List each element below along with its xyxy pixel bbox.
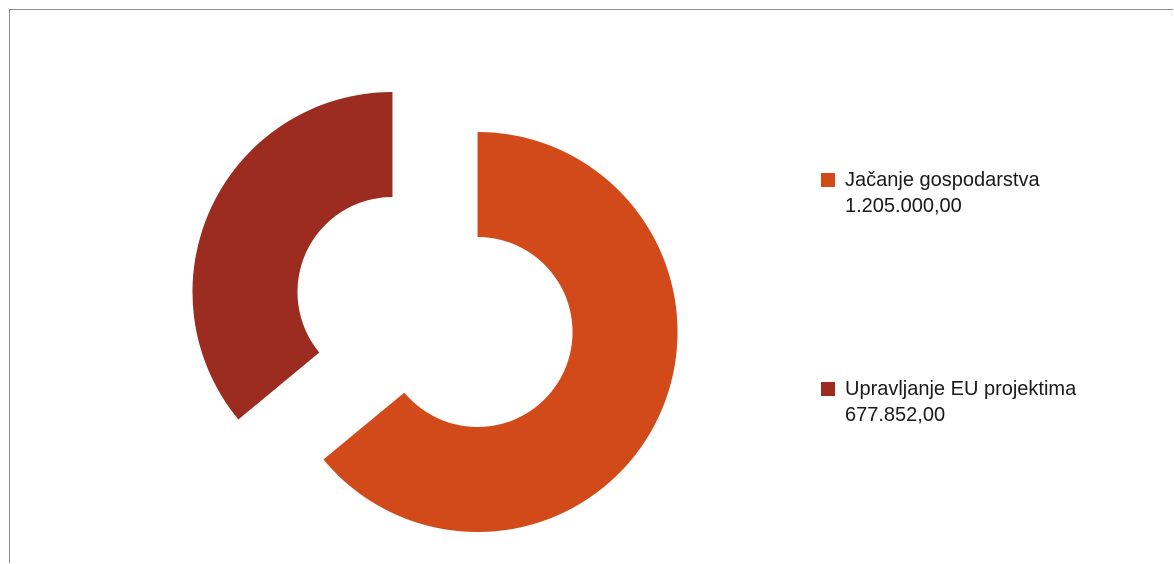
legend-label: Upravljanje EU projektima bbox=[845, 378, 1077, 400]
legend-swatch bbox=[821, 382, 835, 396]
legend-swatch bbox=[821, 173, 835, 187]
chart-area: Jačanje gospodarstva 1.205.000,00 Upravl… bbox=[9, 9, 1173, 563]
legend-label: Jačanje gospodarstva bbox=[845, 169, 1040, 191]
doughnut-slice-0 bbox=[323, 132, 678, 533]
doughnut-chart bbox=[192, 91, 678, 533]
legend-value: 1.205.000,00 bbox=[845, 195, 962, 217]
doughnut-slice-1 bbox=[192, 91, 393, 420]
legend-value: 677.852,00 bbox=[845, 404, 946, 426]
